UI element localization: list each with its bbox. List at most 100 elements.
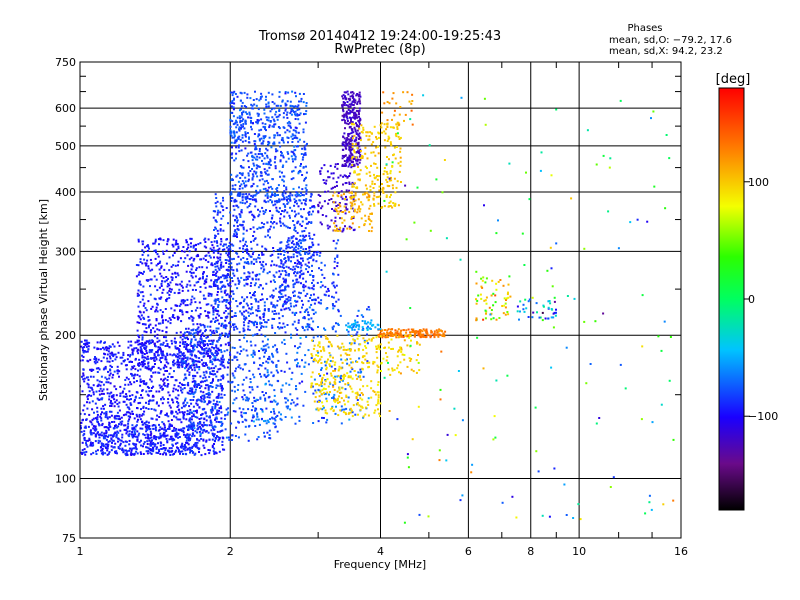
data-point bbox=[161, 343, 164, 346]
data-point bbox=[284, 109, 287, 112]
data-point bbox=[209, 359, 212, 362]
data-point bbox=[154, 436, 156, 439]
data-point bbox=[248, 369, 251, 372]
data-point bbox=[275, 199, 278, 202]
data-point bbox=[298, 415, 301, 418]
data-point bbox=[163, 424, 166, 427]
data-point bbox=[271, 294, 273, 297]
data-point bbox=[135, 264, 138, 266]
data-point bbox=[204, 241, 207, 243]
data-point bbox=[262, 210, 265, 213]
data-point bbox=[349, 98, 352, 101]
data-point bbox=[292, 283, 295, 286]
data-point bbox=[195, 267, 198, 270]
data-point bbox=[154, 238, 157, 241]
data-point bbox=[159, 368, 162, 371]
data-point bbox=[362, 375, 365, 378]
data-point bbox=[302, 316, 305, 319]
data-point bbox=[214, 202, 217, 205]
data-point bbox=[214, 351, 217, 354]
data-point bbox=[106, 453, 109, 456]
data-point bbox=[278, 108, 281, 111]
data-point bbox=[196, 341, 199, 344]
data-point bbox=[271, 93, 274, 96]
data-point bbox=[233, 130, 235, 133]
data-point bbox=[179, 386, 182, 389]
data-point bbox=[284, 270, 287, 272]
data-point bbox=[348, 342, 351, 345]
data-point bbox=[195, 356, 198, 359]
data-point bbox=[267, 309, 270, 312]
data-point bbox=[128, 411, 131, 414]
data-point bbox=[184, 449, 187, 452]
data-point bbox=[102, 383, 105, 386]
data-point bbox=[279, 273, 282, 276]
data-point bbox=[229, 321, 232, 323]
data-point bbox=[204, 259, 207, 262]
data-point bbox=[159, 346, 162, 349]
data-point bbox=[296, 106, 299, 108]
data-point bbox=[264, 383, 267, 386]
data-point bbox=[254, 90, 256, 93]
data-point bbox=[279, 417, 282, 420]
data-point bbox=[113, 385, 116, 388]
data-point bbox=[154, 249, 157, 252]
data-point bbox=[358, 357, 361, 360]
data-point bbox=[242, 226, 245, 229]
data-point bbox=[81, 375, 83, 378]
data-point bbox=[81, 346, 84, 349]
data-point bbox=[83, 346, 85, 349]
data-point bbox=[355, 122, 357, 125]
data-point bbox=[148, 324, 150, 327]
data-point bbox=[221, 422, 224, 425]
data-point bbox=[288, 367, 291, 370]
data-point bbox=[190, 353, 193, 356]
data-point bbox=[120, 362, 123, 365]
data-point bbox=[199, 242, 202, 245]
data-point bbox=[335, 322, 337, 325]
data-point bbox=[161, 311, 164, 314]
data-point bbox=[289, 302, 292, 305]
data-point bbox=[305, 325, 308, 328]
data-point bbox=[189, 408, 192, 411]
data-point bbox=[295, 387, 298, 390]
data-point bbox=[139, 363, 142, 366]
data-point bbox=[113, 420, 116, 423]
data-point bbox=[286, 116, 289, 119]
data-point bbox=[241, 202, 244, 204]
data-point bbox=[214, 265, 217, 268]
data-point bbox=[209, 419, 212, 422]
data-point bbox=[350, 120, 352, 123]
data-point bbox=[261, 226, 264, 229]
data-point bbox=[324, 360, 326, 363]
data-point bbox=[262, 287, 264, 290]
data-point bbox=[200, 324, 202, 327]
data-point bbox=[118, 447, 121, 450]
data-point bbox=[325, 397, 328, 400]
data-point bbox=[295, 311, 298, 314]
data-point bbox=[221, 396, 224, 399]
data-point bbox=[318, 254, 321, 257]
data-point bbox=[241, 383, 244, 386]
data-point bbox=[256, 243, 259, 246]
data-point bbox=[205, 281, 208, 284]
data-point bbox=[295, 136, 298, 139]
data-point bbox=[292, 286, 295, 289]
data-point bbox=[175, 379, 178, 382]
data-point bbox=[242, 159, 245, 162]
data-point bbox=[272, 125, 275, 128]
data-point bbox=[250, 103, 253, 106]
data-point bbox=[233, 347, 236, 349]
data-point bbox=[168, 425, 171, 428]
data-point bbox=[179, 361, 182, 364]
data-point bbox=[332, 273, 335, 276]
data-point bbox=[315, 260, 318, 263]
data-point bbox=[275, 271, 278, 274]
data-point bbox=[347, 134, 350, 137]
data-point bbox=[189, 439, 191, 442]
data-point bbox=[245, 200, 248, 203]
data-point bbox=[114, 424, 117, 427]
data-point bbox=[185, 425, 188, 428]
data-point bbox=[268, 166, 271, 169]
data-point bbox=[239, 223, 242, 226]
